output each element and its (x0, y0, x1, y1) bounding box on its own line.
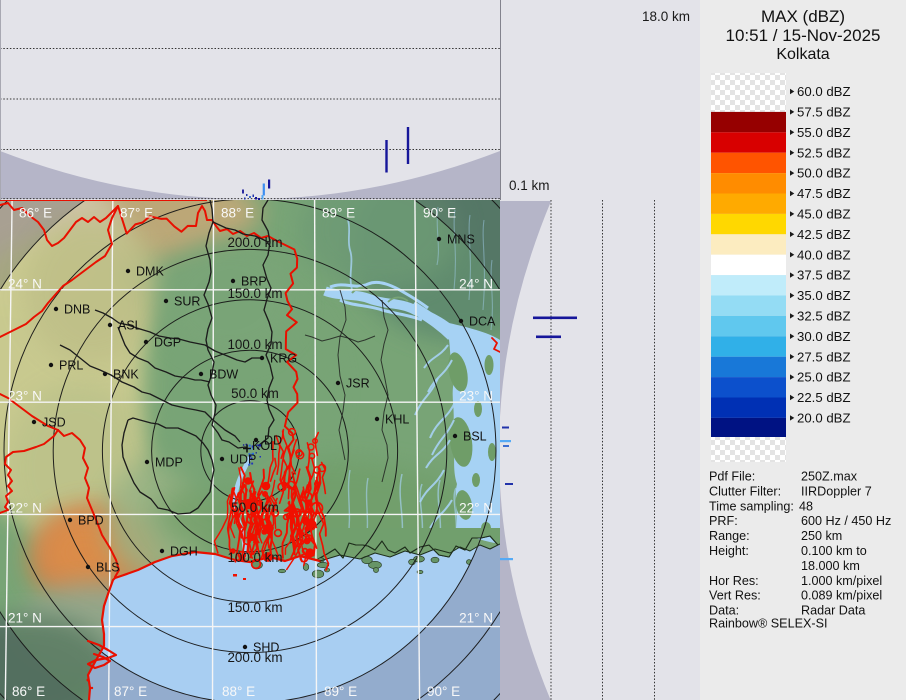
svg-text:48: 48 (799, 499, 813, 513)
svg-text:24° N: 24° N (8, 277, 42, 292)
svg-text:18.0 km: 18.0 km (642, 9, 690, 24)
svg-text:86° E: 86° E (12, 684, 45, 699)
svg-text:200.0 km: 200.0 km (227, 235, 282, 250)
svg-text:JSR: JSR (346, 377, 370, 391)
svg-text:DNB: DNB (64, 303, 90, 317)
svg-text:MDP: MDP (155, 456, 183, 470)
svg-text:0.100 km to: 0.100 km to (801, 544, 867, 558)
svg-text:18.000 km: 18.000 km (801, 559, 860, 573)
svg-text:88° E: 88° E (221, 206, 254, 221)
svg-text:23° N: 23° N (8, 389, 42, 404)
svg-text:PRF:: PRF: (709, 514, 738, 528)
svg-text:250Z.max: 250Z.max (801, 470, 858, 484)
svg-text:DMK: DMK (136, 265, 164, 279)
svg-text:Pdf File:: Pdf File: (709, 470, 755, 484)
svg-text:50.0 dBZ: 50.0 dBZ (797, 166, 851, 181)
svg-text:22° N: 22° N (459, 501, 493, 516)
svg-text:KOL: KOL (252, 439, 277, 453)
svg-text:SHD: SHD (253, 641, 279, 655)
svg-text:45.0 dBZ: 45.0 dBZ (797, 207, 851, 222)
svg-text:21° N: 21° N (459, 611, 493, 626)
svg-text:55.0 dBZ: 55.0 dBZ (797, 125, 851, 140)
svg-text:22° N: 22° N (8, 501, 42, 516)
svg-text:0.089 km/pixel: 0.089 km/pixel (801, 589, 882, 603)
svg-text:22.5 dBZ: 22.5 dBZ (797, 390, 851, 405)
svg-text:32.5 dBZ: 32.5 dBZ (797, 309, 851, 324)
svg-text:DGP: DGP (154, 336, 181, 350)
svg-text:0.1 km: 0.1 km (509, 178, 550, 193)
svg-text:20.0 dBZ: 20.0 dBZ (797, 411, 851, 426)
svg-text:Clutter Filter:: Clutter Filter: (709, 484, 781, 498)
svg-text:87° E: 87° E (114, 684, 147, 699)
svg-text:40.0 dBZ: 40.0 dBZ (797, 247, 851, 262)
svg-text:90° E: 90° E (423, 206, 456, 221)
svg-text:27.5 dBZ: 27.5 dBZ (797, 349, 851, 364)
svg-text:BNK: BNK (113, 368, 139, 382)
svg-text:150.0 km: 150.0 km (227, 600, 282, 615)
svg-text:UDP: UDP (230, 453, 256, 467)
svg-text:60.0 dBZ: 60.0 dBZ (797, 84, 851, 99)
svg-text:DD: DD (264, 434, 282, 448)
svg-text:BDW: BDW (209, 368, 238, 382)
svg-text:MNS: MNS (447, 233, 475, 247)
svg-text:10:51 / 15-Nov-2025: 10:51 / 15-Nov-2025 (726, 26, 881, 45)
svg-text:89° E: 89° E (324, 684, 357, 699)
svg-text:Data:: Data: (709, 604, 739, 618)
svg-text:37.5 dBZ: 37.5 dBZ (797, 268, 851, 283)
svg-text:PRL: PRL (59, 359, 83, 373)
svg-text:89° E: 89° E (322, 206, 355, 221)
svg-text:1.000 km/pixel: 1.000 km/pixel (801, 574, 882, 588)
svg-text:47.5 dBZ: 47.5 dBZ (797, 186, 851, 201)
svg-text:Hor Res:: Hor Res: (709, 574, 759, 588)
svg-text:DGH: DGH (170, 545, 198, 559)
svg-text:87° E: 87° E (120, 206, 153, 221)
svg-text:21° N: 21° N (8, 611, 42, 626)
svg-text:Rainbow® SELEX-SI: Rainbow® SELEX-SI (709, 616, 827, 630)
svg-text:IIRDoppler 7: IIRDoppler 7 (801, 484, 872, 498)
svg-text:BRP: BRP (241, 275, 267, 289)
svg-text:KHL: KHL (385, 413, 409, 427)
svg-text:ASL: ASL (118, 319, 142, 333)
svg-text:42.5 dBZ: 42.5 dBZ (797, 227, 851, 242)
svg-text:Time sampling:: Time sampling: (709, 499, 794, 513)
svg-text:90° E: 90° E (427, 684, 460, 699)
svg-text:24° N: 24° N (459, 277, 493, 292)
svg-text:600 Hz / 450 Hz: 600 Hz / 450 Hz (801, 514, 891, 528)
svg-text:250 km: 250 km (801, 529, 842, 543)
svg-text:52.5 dBZ: 52.5 dBZ (797, 145, 851, 160)
svg-text:BLS: BLS (96, 561, 120, 575)
svg-text:57.5 dBZ: 57.5 dBZ (797, 105, 851, 120)
svg-text:100.0 km: 100.0 km (227, 337, 282, 352)
svg-text:100.0 km: 100.0 km (227, 550, 282, 565)
svg-text:50.0 km: 50.0 km (231, 500, 279, 515)
svg-text:35.0 dBZ: 35.0 dBZ (797, 288, 851, 303)
svg-text:88° E: 88° E (222, 684, 255, 699)
svg-text:BSL: BSL (463, 430, 487, 444)
svg-text:23° N: 23° N (459, 389, 493, 404)
svg-text:Kolkata: Kolkata (776, 46, 829, 63)
svg-text:SUR: SUR (174, 295, 200, 309)
svg-text:BPD: BPD (78, 514, 104, 528)
svg-text:150.0 km: 150.0 km (227, 286, 282, 301)
svg-text:Vert Res:: Vert Res: (709, 589, 761, 603)
svg-text:30.0 dBZ: 30.0 dBZ (797, 329, 851, 344)
svg-text:JSD: JSD (42, 416, 66, 430)
svg-text:86° E: 86° E (19, 206, 52, 221)
svg-text:Height:: Height: (709, 544, 749, 558)
svg-text:KRG: KRG (270, 352, 297, 366)
svg-text:200.0 km: 200.0 km (227, 650, 282, 665)
svg-text:25.0 dBZ: 25.0 dBZ (797, 370, 851, 385)
svg-text:MAX (dBZ): MAX (dBZ) (761, 7, 845, 26)
svg-text:DCA: DCA (469, 315, 496, 329)
svg-text:Radar Data: Radar Data (801, 604, 865, 618)
svg-text:Range:: Range: (709, 529, 750, 543)
svg-text:50.0 km: 50.0 km (231, 386, 279, 401)
